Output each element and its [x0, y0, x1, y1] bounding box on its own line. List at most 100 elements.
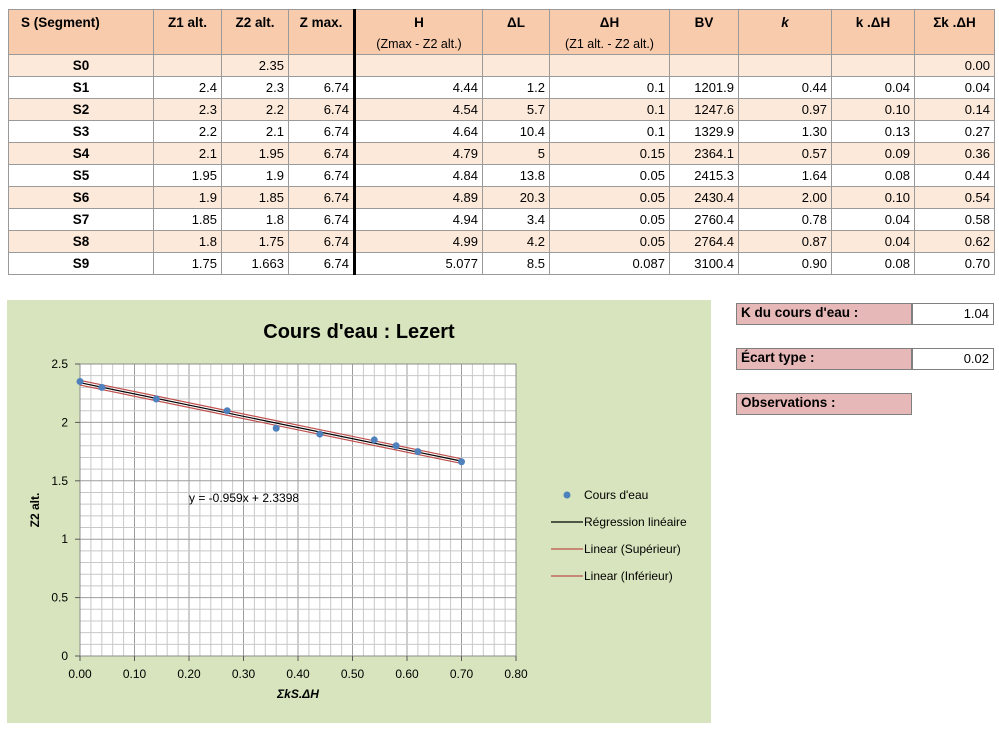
segment-cell[interactable]: S0 — [8, 54, 154, 77]
table-cell[interactable]: 0.44 — [914, 164, 995, 187]
segment-cell[interactable]: S5 — [8, 164, 154, 187]
table-cell[interactable]: 6.74 — [288, 164, 356, 187]
table-cell[interactable] — [549, 54, 670, 77]
table-cell[interactable]: 0.05 — [549, 208, 670, 231]
table-cell[interactable]: 4.44 — [354, 76, 483, 99]
table-cell[interactable] — [482, 54, 550, 77]
chart-area[interactable]: 0.00 0.10 0.20 0.30 0.40 0.50 0.60 0.70 0.80 0 0.5… — [7, 300, 711, 723]
table-cell[interactable]: 6.74 — [288, 120, 356, 143]
table-cell[interactable]: 4.64 — [354, 120, 483, 143]
segment-cell[interactable]: S3 — [8, 120, 154, 143]
table-cell[interactable]: 6.74 — [288, 76, 356, 99]
table-cell[interactable]: 1.75 — [221, 230, 289, 253]
table-cell[interactable]: 0.04 — [831, 230, 915, 253]
table-cell[interactable]: 1.95 — [221, 142, 289, 165]
table-cell[interactable]: 0.08 — [831, 252, 915, 275]
table-cell[interactable]: 3.4 — [482, 208, 550, 231]
table-cell[interactable]: 0.70 — [914, 252, 995, 275]
table-cell[interactable]: 4.84 — [354, 164, 483, 187]
table-cell[interactable]: 1.663 — [221, 252, 289, 275]
table-cell[interactable]: 2.2 — [221, 98, 289, 121]
std-value[interactable]: 0.02 — [912, 348, 994, 370]
segment-cell[interactable]: S8 — [8, 230, 154, 253]
table-cell[interactable]: 1.85 — [153, 208, 222, 231]
table-cell[interactable]: 0.1 — [549, 76, 670, 99]
table-cell[interactable]: 2760.4 — [669, 208, 739, 231]
table-cell[interactable]: 0.90 — [738, 252, 832, 275]
table-cell[interactable]: 0.97 — [738, 98, 832, 121]
table-cell[interactable]: 0.04 — [914, 76, 995, 99]
segment-cell[interactable]: S1 — [8, 76, 154, 99]
table-cell[interactable] — [831, 54, 915, 77]
table-cell[interactable]: 0.00 — [914, 54, 995, 77]
table-cell[interactable]: 2.00 — [738, 186, 832, 209]
table-cell[interactable]: 0.54 — [914, 186, 995, 209]
table-cell[interactable]: 6.74 — [288, 230, 356, 253]
table-cell[interactable] — [738, 54, 832, 77]
table-cell[interactable]: 0.08 — [831, 164, 915, 187]
table-cell[interactable]: 2.35 — [221, 54, 289, 77]
table-cell[interactable] — [669, 54, 739, 77]
table-cell[interactable]: 0.10 — [831, 98, 915, 121]
table-cell[interactable]: 0.78 — [738, 208, 832, 231]
table-cell[interactable]: 1.30 — [738, 120, 832, 143]
table-cell[interactable]: 0.36 — [914, 142, 995, 165]
table-cell[interactable]: 2364.1 — [669, 142, 739, 165]
table-cell[interactable]: 5 — [482, 142, 550, 165]
k-value[interactable]: 1.04 — [912, 303, 994, 325]
table-cell[interactable]: 1.8 — [153, 230, 222, 253]
table-cell[interactable]: 0.087 — [549, 252, 670, 275]
table-cell[interactable]: 0.15 — [549, 142, 670, 165]
table-cell[interactable]: 1.9 — [221, 164, 289, 187]
table-cell[interactable]: 1.85 — [221, 186, 289, 209]
table-cell[interactable]: 1.75 — [153, 252, 222, 275]
table-cell[interactable]: 2764.4 — [669, 230, 739, 253]
table-cell[interactable]: 2.2 — [153, 120, 222, 143]
table-cell[interactable]: 6.74 — [288, 98, 356, 121]
table-cell[interactable]: 0.04 — [831, 208, 915, 231]
table-cell[interactable]: 1.2 — [482, 76, 550, 99]
segment-cell[interactable]: S7 — [8, 208, 154, 231]
table-cell[interactable]: 2.1 — [221, 120, 289, 143]
table-cell[interactable]: 0.05 — [549, 164, 670, 187]
table-cell[interactable]: 2.3 — [221, 76, 289, 99]
table-cell[interactable]: 0.1 — [549, 120, 670, 143]
table-cell[interactable]: 20.3 — [482, 186, 550, 209]
table-cell[interactable]: 2430.4 — [669, 186, 739, 209]
table-cell[interactable]: 1.95 — [153, 164, 222, 187]
table-cell[interactable]: 4.89 — [354, 186, 483, 209]
table-cell[interactable] — [153, 54, 222, 77]
table-cell[interactable]: 0.62 — [914, 230, 995, 253]
table-cell[interactable]: 2.4 — [153, 76, 222, 99]
table-cell[interactable]: 0.13 — [831, 120, 915, 143]
table-cell[interactable] — [354, 54, 483, 77]
table-cell[interactable]: 0.87 — [738, 230, 832, 253]
table-cell[interactable]: 5.7 — [482, 98, 550, 121]
table-cell[interactable]: 8.5 — [482, 252, 550, 275]
table-cell[interactable]: 4.79 — [354, 142, 483, 165]
table-cell[interactable]: 4.94 — [354, 208, 483, 231]
table-cell[interactable]: 4.2 — [482, 230, 550, 253]
table-cell[interactable]: 2.3 — [153, 98, 222, 121]
table-cell[interactable]: 0.09 — [831, 142, 915, 165]
table-cell[interactable]: 0.04 — [831, 76, 915, 99]
table-cell[interactable]: 0.57 — [738, 142, 832, 165]
table-cell[interactable]: 1.8 — [221, 208, 289, 231]
table-cell[interactable]: 0.10 — [831, 186, 915, 209]
table-cell[interactable]: 0.05 — [549, 230, 670, 253]
segment-cell[interactable]: S2 — [8, 98, 154, 121]
table-cell[interactable]: 2.1 — [153, 142, 222, 165]
table-cell[interactable]: 10.4 — [482, 120, 550, 143]
table-cell[interactable]: 6.74 — [288, 186, 356, 209]
table-cell[interactable]: 1.64 — [738, 164, 832, 187]
table-cell[interactable]: 6.74 — [288, 208, 356, 231]
table-cell[interactable]: 1247.6 — [669, 98, 739, 121]
table-cell[interactable]: 5.077 — [354, 252, 483, 275]
table-cell[interactable] — [288, 54, 356, 77]
table-cell[interactable]: 6.74 — [288, 142, 356, 165]
table-cell[interactable]: 2415.3 — [669, 164, 739, 187]
table-cell[interactable]: 0.58 — [914, 208, 995, 231]
table-cell[interactable]: 6.74 — [288, 252, 356, 275]
table-cell[interactable]: 0.27 — [914, 120, 995, 143]
table-cell[interactable]: 3100.4 — [669, 252, 739, 275]
